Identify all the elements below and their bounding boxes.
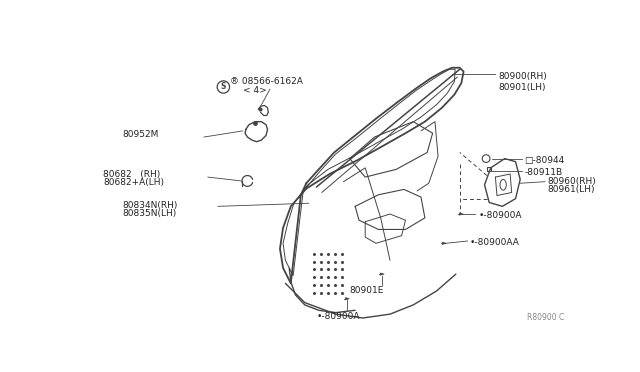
Text: 80960(RH): 80960(RH)	[547, 177, 596, 186]
Text: 80961(LH): 80961(LH)	[547, 185, 595, 194]
Text: 80901E: 80901E	[349, 286, 384, 295]
Text: R80900 C: R80900 C	[527, 313, 564, 322]
Polygon shape	[442, 242, 446, 244]
Text: ® 08566-6162A: ® 08566-6162A	[230, 77, 303, 86]
Text: •-80900A: •-80900A	[316, 312, 360, 321]
Text: •-80900A: •-80900A	[478, 211, 522, 220]
Text: •-80900AA: •-80900AA	[470, 238, 520, 247]
Text: < 4>: < 4>	[243, 86, 266, 95]
Text: 80682+A(LH): 80682+A(LH)	[103, 178, 164, 187]
Polygon shape	[380, 273, 384, 275]
Text: 80835N(LH): 80835N(LH)	[123, 209, 177, 218]
Text: □-80944: □-80944	[524, 155, 564, 164]
Text: 80682   (RH): 80682 (RH)	[103, 170, 161, 179]
Text: 80834N(RH): 80834N(RH)	[123, 201, 178, 210]
Text: 80900(RH)
80901(LH): 80900(RH) 80901(LH)	[499, 73, 547, 92]
Text: S: S	[221, 83, 226, 92]
Text: -80911B: -80911B	[524, 168, 562, 177]
Polygon shape	[346, 298, 349, 300]
Polygon shape	[460, 213, 463, 215]
Text: 80952M: 80952M	[123, 130, 159, 139]
